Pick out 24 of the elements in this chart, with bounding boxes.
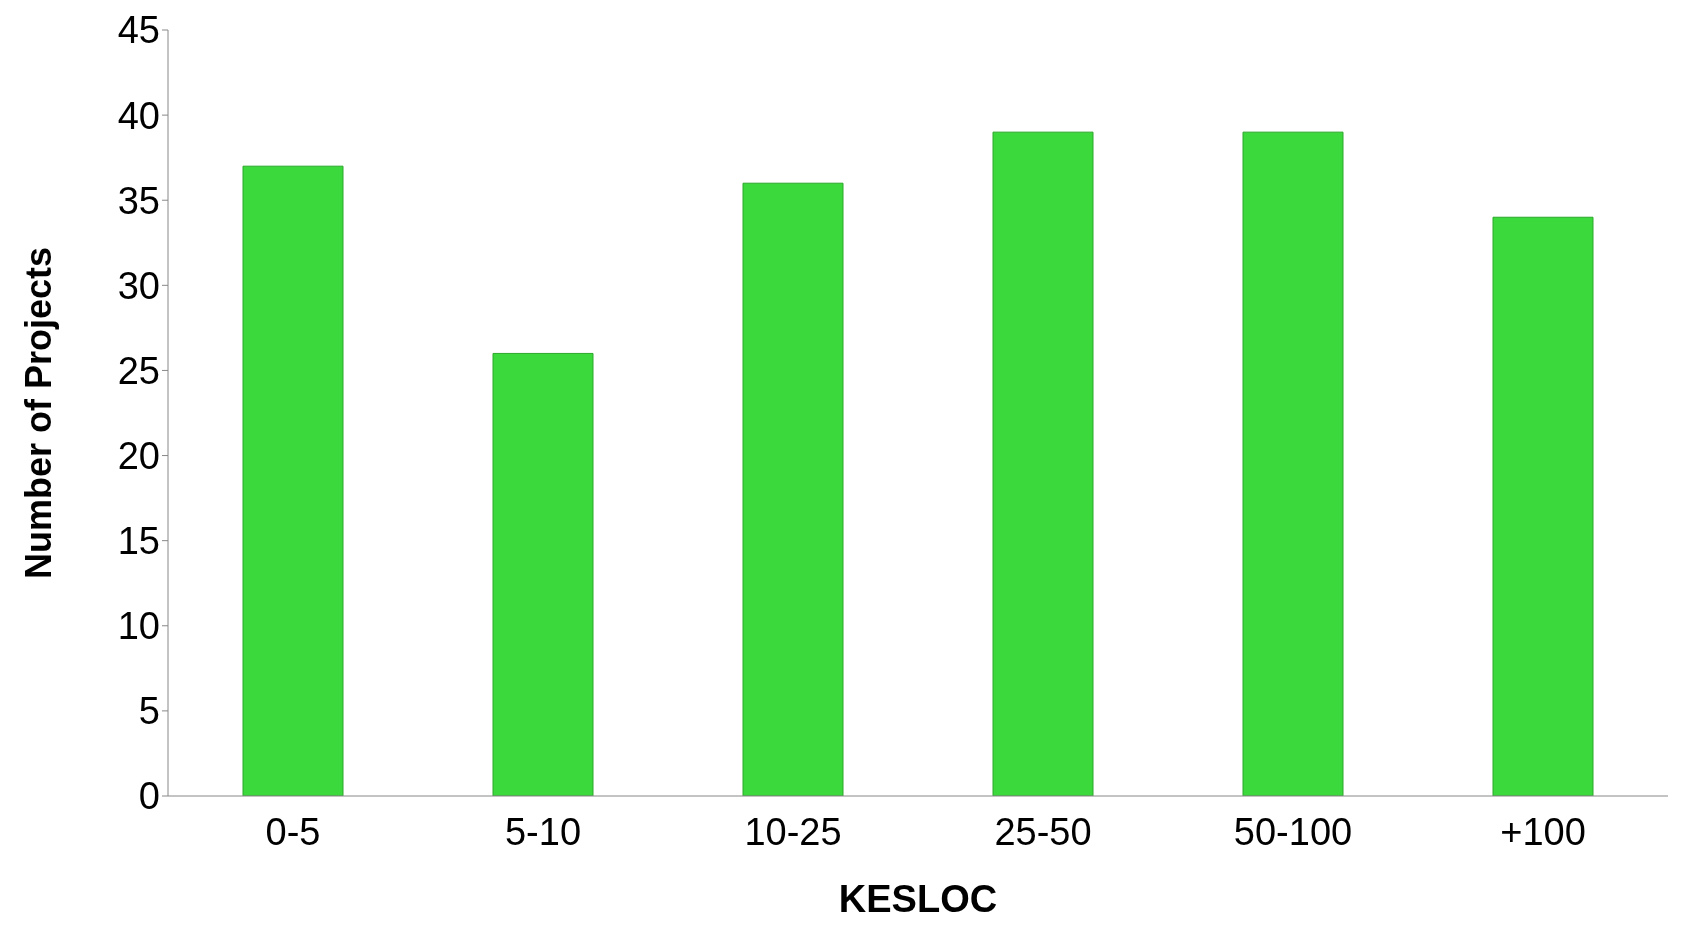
x-tick-label: +100: [1500, 810, 1586, 853]
x-tick-label: 5-10: [504, 810, 582, 853]
y-tick-label: 30: [117, 264, 160, 307]
bar: [1492, 216, 1594, 796]
y-tick-label: 45: [117, 9, 160, 52]
x-tick-label: 0-5: [265, 810, 321, 853]
y-axis-title: Number of Projects: [17, 246, 59, 580]
bar: [242, 165, 344, 796]
y-tick-label: 35: [117, 179, 160, 222]
y-tick-label: 10: [117, 605, 160, 648]
y-tick-label: 20: [117, 435, 160, 478]
x-tick-label: 10-25: [744, 810, 842, 853]
bar: [492, 352, 594, 796]
x-tick-label: 25-50: [994, 810, 1092, 853]
bar: [1242, 131, 1344, 796]
y-tick-label: 25: [117, 349, 160, 392]
y-tick-label: 5: [138, 690, 160, 733]
bar: [742, 182, 844, 796]
bar: [992, 131, 1094, 796]
y-tick-label: 40: [117, 94, 160, 137]
y-tick-label: 0: [138, 775, 160, 818]
y-tick-label: 15: [117, 520, 160, 563]
x-axis-title: KESLOC: [838, 878, 998, 920]
x-tick-label: 50-100: [1233, 810, 1353, 853]
